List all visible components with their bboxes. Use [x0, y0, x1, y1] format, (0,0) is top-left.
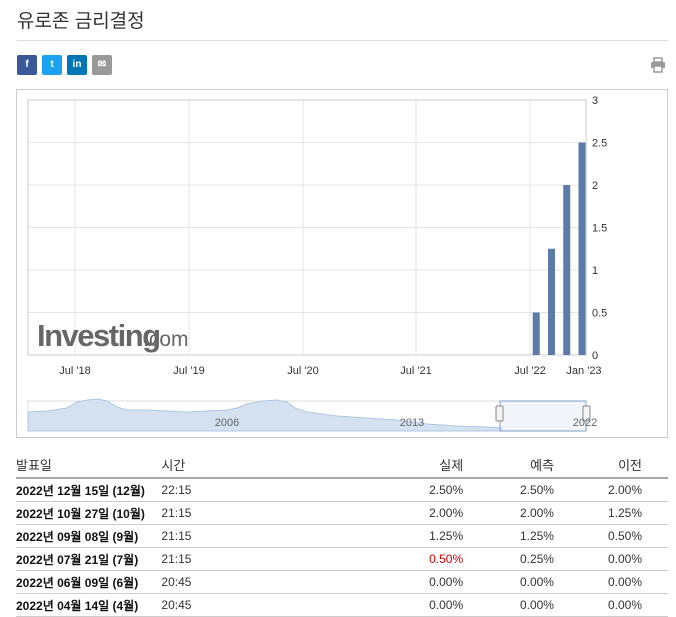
- plot-area: [27, 99, 587, 356]
- x-tick-label: Jul '18: [59, 365, 90, 377]
- navigator-label: 2006: [215, 417, 239, 429]
- print-icon[interactable]: [650, 57, 666, 73]
- bars: [532, 142, 586, 356]
- facebook-share-button[interactable]: f: [17, 55, 37, 75]
- y-tick-label: 1: [592, 265, 598, 277]
- row-date: 2022년 04월 14일 (4월): [16, 593, 162, 617]
- row-forecast: 0.00%: [463, 593, 554, 617]
- twitter-share-button[interactable]: t: [42, 55, 62, 75]
- table-row: 2022년 07월 21일 (7월) 21:15 0.50% 0.25% 0.00%: [16, 547, 668, 571]
- row-previous: 2.00%: [553, 478, 668, 502]
- header-actual[interactable]: 실제: [380, 452, 464, 479]
- navigator-right-handle[interactable]: [582, 405, 591, 422]
- row-previous: 0.00%: [553, 547, 668, 571]
- header-forecast[interactable]: 예측: [463, 452, 554, 479]
- row-actual: 2.50%: [380, 478, 464, 502]
- table-row: 2022년 10월 27일 (10월) 21:15 2.00% 2.00% 1.25%: [16, 501, 668, 525]
- row-actual: 0.50%: [380, 547, 464, 571]
- row-previous: 1.25%: [553, 501, 668, 525]
- linkedin-share-button[interactable]: in: [67, 55, 87, 75]
- navigator-area: [27, 398, 503, 432]
- row-previous: 0.50%: [553, 524, 668, 548]
- row-actual: 2.00%: [380, 501, 464, 525]
- y-tick-label: 1.5: [592, 223, 607, 235]
- y-axis-ticks: 0 0.5 1 1.5 2 2.5 3: [592, 95, 607, 362]
- x-tick-label: Jan '23: [566, 365, 601, 377]
- history-table: 발표일 시간 실제 예측 이전 2022년 12월 15일 (12월) 22:15…: [16, 452, 668, 617]
- row-date: 2022년 12월 15일 (12월): [16, 478, 162, 502]
- row-actual: 0.00%: [380, 570, 464, 594]
- header-previous[interactable]: 이전: [553, 452, 668, 479]
- navigator-labels: 2006 2013 2022: [215, 417, 597, 429]
- page-title: 유로존 금리결정: [17, 11, 145, 32]
- watermark-suffix: .com: [143, 328, 189, 351]
- row-forecast: 0.25%: [463, 547, 554, 571]
- table-row: 2022년 06월 09일 (6월) 20:45 0.00% 0.00% 0.00%: [16, 570, 668, 594]
- row-time: 22:15: [161, 478, 381, 502]
- row-time: 21:15: [161, 524, 381, 548]
- bar-2022-10-27[interactable]: [563, 185, 571, 355]
- x-tick-label: Jul '19: [173, 365, 204, 377]
- x-tick-label: Jul '20: [287, 365, 318, 377]
- header-time[interactable]: 시간: [161, 452, 381, 479]
- navigator-label: 2022: [573, 417, 597, 429]
- row-forecast: 1.25%: [463, 524, 554, 548]
- header-date[interactable]: 발표일: [16, 452, 162, 479]
- y-tick-label: 2: [592, 180, 598, 192]
- row-forecast: 2.50%: [463, 478, 554, 502]
- row-previous: 0.00%: [553, 593, 668, 617]
- row-time: 20:45: [161, 593, 381, 617]
- x-tick-label: Jul '21: [400, 365, 431, 377]
- table-header-row: 발표일 시간 실제 예측 이전: [16, 452, 668, 479]
- row-date: 2022년 07월 21일 (7월): [16, 547, 162, 571]
- bar-2022-12-15[interactable]: [578, 142, 586, 356]
- table-row: 2022년 12월 15일 (12월) 22:15 2.50% 2.50% 2.00%: [16, 478, 668, 502]
- y-tick-label: 0: [592, 350, 598, 362]
- navigator-label: 2013: [400, 417, 424, 429]
- x-tick-label: Jul '22: [514, 365, 545, 377]
- table-row: 2022년 04월 14일 (4월) 20:45 0.00% 0.00% 0.00%: [16, 593, 668, 617]
- row-actual: 1.25%: [380, 524, 464, 548]
- chart-container: Investing .com 0 0.5 1 1.5 2 2.5 3 Jul '18 Jul …: [16, 89, 668, 438]
- bar-2022-07-21[interactable]: [532, 312, 540, 356]
- row-date: 2022년 09월 08일 (9월): [16, 524, 162, 548]
- rate-chart: Investing .com 00.511.522.53 Jul '18 Jul …: [27, 95, 607, 432]
- email-share-button[interactable]: ✉: [92, 55, 112, 75]
- share-bar: f t in ✉: [17, 55, 112, 75]
- row-time: 20:45: [161, 570, 381, 594]
- row-date: 2022년 10월 27일 (10월): [16, 501, 162, 525]
- row-time: 21:15: [161, 501, 381, 525]
- row-forecast: 2.00%: [463, 501, 554, 525]
- row-forecast: 0.00%: [463, 570, 554, 594]
- table-row: 2022년 09월 08일 (9월) 21:15 1.25% 1.25% 0.50%: [16, 524, 668, 548]
- row-previous: 0.00%: [553, 570, 668, 594]
- row-time: 21:15: [161, 547, 381, 571]
- row-date: 2022년 06월 09일 (6월): [16, 570, 162, 594]
- bar-2022-09-08[interactable]: [547, 248, 555, 355]
- horizontal-gridlines: [28, 142, 586, 313]
- y-tick-label: 0.5: [592, 308, 607, 320]
- watermark-brand: Investing: [37, 318, 160, 353]
- title-divider: [17, 40, 668, 41]
- navigator-left-handle[interactable]: [495, 405, 504, 422]
- x-axis-ticks: Jul '18 Jul '19 Jul '20 Jul '21 Jul '22 Jan '…: [59, 365, 601, 377]
- range-navigator: 2006 2013 2022: [27, 398, 597, 432]
- y-tick-label: 3: [592, 95, 598, 107]
- y-tick-label: 2.5: [592, 138, 607, 150]
- row-actual: 0.00%: [380, 593, 464, 617]
